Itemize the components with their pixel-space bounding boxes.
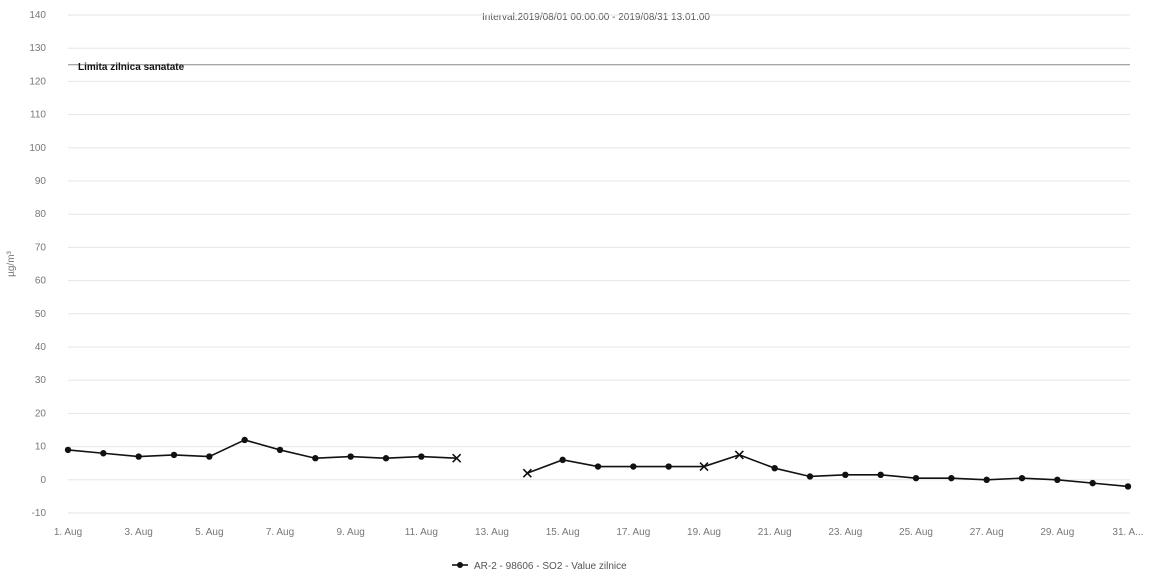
data-point[interactable] <box>241 436 248 444</box>
y-tick-label: 110 <box>30 110 46 121</box>
data-point[interactable] <box>100 450 107 457</box>
x-tick-label: 25. Aug <box>899 527 933 538</box>
data-point-x[interactable] <box>452 453 462 463</box>
data-point[interactable] <box>170 451 178 459</box>
x-tick-label: 15. Aug <box>546 527 580 538</box>
data-point[interactable] <box>771 464 778 472</box>
data-point[interactable] <box>418 453 425 460</box>
data-point[interactable] <box>1089 479 1096 487</box>
data-point-x[interactable] <box>699 461 709 472</box>
y-tick-label: 10 <box>35 442 47 453</box>
y-axis-ticks: -10 0 10 20 30 40 50 60 70 80 90 100 110 120 130 140 <box>29 10 46 519</box>
y-tick-label: 100 <box>29 143 46 154</box>
data-point[interactable] <box>382 455 390 462</box>
y-tick-label: 60 <box>35 276 47 287</box>
y-tick-label: 80 <box>35 209 47 220</box>
x-tick-label: 9. Aug <box>336 527 364 538</box>
data-point[interactable] <box>630 463 637 470</box>
x-tick-label: 27. Aug <box>970 527 1004 538</box>
series-layer <box>64 436 1132 490</box>
data-point[interactable] <box>64 446 72 454</box>
y-tick-label: -10 <box>32 508 47 519</box>
data-point[interactable] <box>312 455 319 462</box>
y-tick-label: 0 <box>40 475 46 486</box>
legend-marker <box>457 562 463 568</box>
x-tick-label: 21. Aug <box>758 527 792 538</box>
y-tick-label: 50 <box>35 309 47 320</box>
data-point[interactable] <box>594 463 602 470</box>
x-tick-label: 11. Aug <box>405 527 438 538</box>
data-point[interactable] <box>135 453 142 460</box>
x-tick-label: 7. Aug <box>266 527 294 538</box>
data-point-x[interactable] <box>734 450 744 460</box>
grid-lines <box>68 14 1130 514</box>
data-point[interactable] <box>1054 476 1061 483</box>
data-point[interactable] <box>806 473 814 480</box>
x-tick-label: 19. Aug <box>687 527 721 538</box>
x-tick-label: 1. Aug <box>54 527 82 538</box>
threshold-label: Limita zilnica sanatate <box>78 62 185 73</box>
series-line-segment <box>527 454 1129 488</box>
data-point[interactable] <box>347 453 354 460</box>
data-point[interactable] <box>983 476 990 483</box>
y-axis-label: µg/m³ <box>6 250 17 276</box>
data-point[interactable] <box>842 471 849 479</box>
y-tick-label: 140 <box>29 10 46 21</box>
legend-label: AR-2 - 98606 - SO2 - Value zilnice <box>474 561 627 572</box>
x-tick-label: 31. A... <box>1112 527 1143 538</box>
y-tick-label: 20 <box>35 408 47 419</box>
data-point[interactable] <box>206 453 213 460</box>
data-point-x[interactable] <box>522 468 532 478</box>
y-tick-label: 120 <box>29 76 46 87</box>
y-tick-label: 40 <box>35 342 47 353</box>
chart-title: Interval:2019/08/01 00:00:00 - 2019/08/3… <box>482 12 710 23</box>
data-point[interactable] <box>1124 483 1132 490</box>
data-point[interactable] <box>276 446 284 454</box>
x-tick-label: 17. Aug <box>616 527 650 538</box>
x-axis-ticks: 1. Aug 3. Aug 5. Aug 7. Aug 9. Aug 11. Aug 13.… <box>54 527 1144 538</box>
x-tick-label: 13. Aug <box>475 527 509 538</box>
legend[interactable]: AR-2 - 98606 - SO2 - Value zilnice <box>452 561 627 572</box>
x-tick-label: 5. Aug <box>195 527 223 538</box>
x-tick-label: 29. Aug <box>1040 527 1074 538</box>
y-tick-label: 130 <box>29 43 46 54</box>
data-point[interactable] <box>665 463 672 470</box>
data-point[interactable] <box>1018 474 1026 482</box>
y-tick-label: 70 <box>35 242 47 253</box>
data-point[interactable] <box>912 474 920 482</box>
data-point[interactable] <box>948 474 955 482</box>
x-tick-label: 3. Aug <box>124 527 152 538</box>
threshold-band: Limita zilnica sanatate <box>68 62 1130 73</box>
y-tick-label: 90 <box>35 176 47 187</box>
data-point[interactable] <box>877 471 884 479</box>
data-point[interactable] <box>559 456 566 464</box>
y-tick-label: 30 <box>35 375 47 386</box>
x-tick-label: 23. Aug <box>828 527 862 538</box>
series-line-segment <box>67 439 457 460</box>
